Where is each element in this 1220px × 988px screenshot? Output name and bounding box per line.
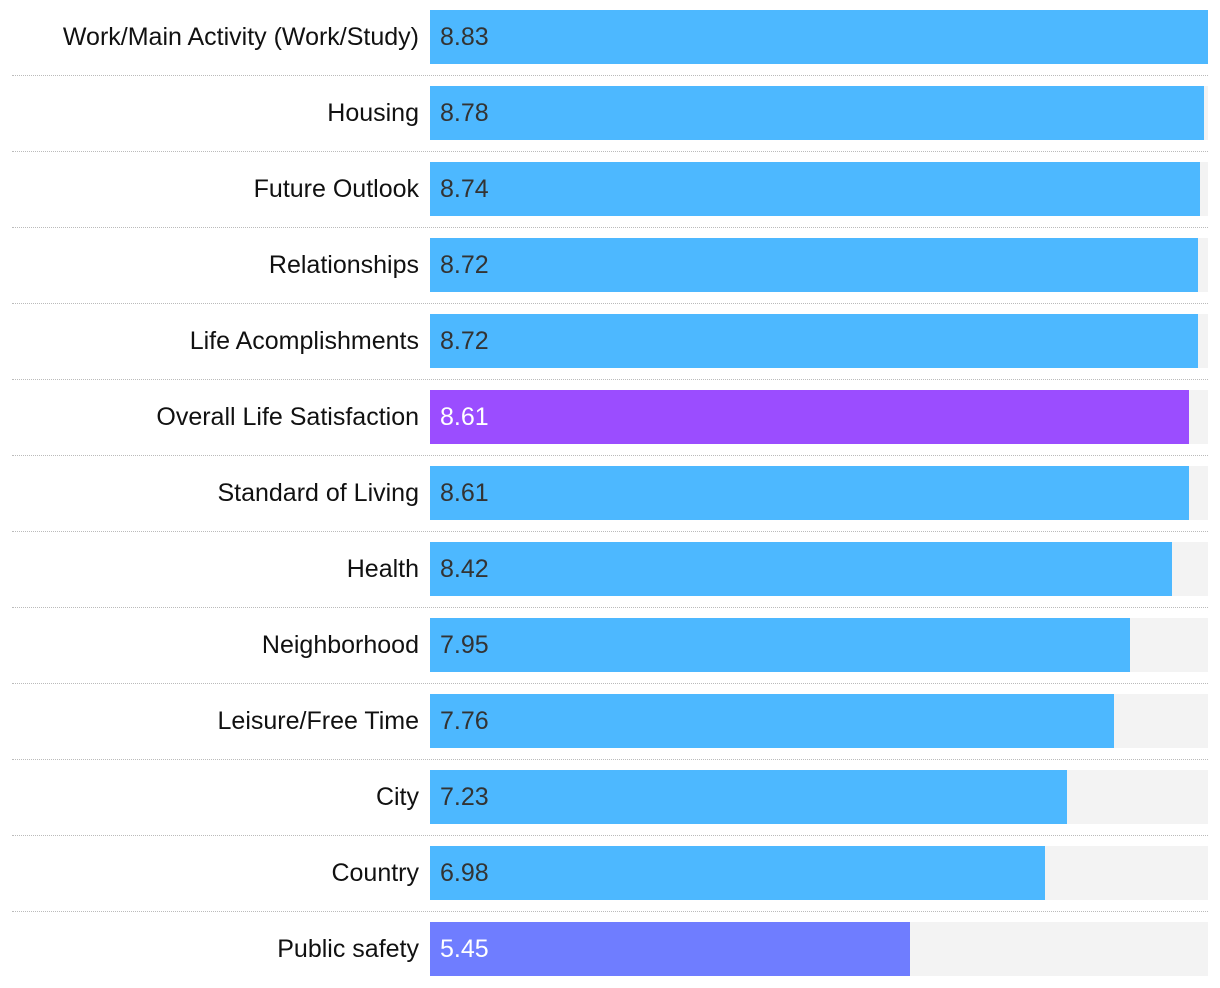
bar-track: 7.23: [430, 770, 1208, 824]
value-label: 7.76: [440, 707, 489, 735]
bar-row: Housing 8.78: [0, 76, 1220, 152]
bar-row: Work/Main Activity (Work/Study) 8.83: [0, 0, 1220, 76]
category-label: Housing: [327, 99, 419, 127]
bar: [430, 238, 1198, 292]
bar-track: 8.78: [430, 86, 1208, 140]
bar-row: Overall Life Satisfaction 8.61: [0, 380, 1220, 456]
bar: [430, 10, 1208, 64]
bar: [430, 922, 910, 976]
bar-track: 8.74: [430, 162, 1208, 216]
category-label: Standard of Living: [217, 479, 419, 507]
bar-row: Public safety 5.45: [0, 912, 1220, 988]
category-label: Overall Life Satisfaction: [156, 403, 419, 431]
row-divider: [12, 227, 1208, 228]
bar: [430, 162, 1200, 216]
row-divider: [12, 607, 1208, 608]
row-divider: [12, 303, 1208, 304]
bar-row: Country 6.98: [0, 836, 1220, 912]
category-label: Health: [346, 555, 419, 583]
bar-track: 8.83: [430, 10, 1208, 64]
value-label: 8.72: [440, 251, 489, 279]
bar: [430, 390, 1189, 444]
category-label: Public safety: [277, 935, 419, 963]
row-divider: [12, 759, 1208, 760]
category-label: Life Acomplishments: [189, 327, 419, 355]
value-label: 8.61: [440, 479, 489, 507]
row-divider: [12, 835, 1208, 836]
bar: [430, 694, 1114, 748]
bar: [430, 846, 1045, 900]
bar-row: Future Outlook 8.74: [0, 152, 1220, 228]
bar: [430, 542, 1172, 596]
bar-track: 8.42: [430, 542, 1208, 596]
bar-track: 8.72: [430, 238, 1208, 292]
bar-track: 8.61: [430, 390, 1208, 444]
category-label: City: [375, 783, 419, 811]
bar-row: Standard of Living 8.61: [0, 456, 1220, 532]
bar-track: 7.95: [430, 618, 1208, 672]
value-label: 8.83: [440, 23, 489, 51]
value-label: 7.95: [440, 631, 489, 659]
bar-row: Leisure/Free Time 7.76: [0, 684, 1220, 760]
bar-row: Life Acomplishments 8.72: [0, 304, 1220, 380]
category-label: Future Outlook: [253, 175, 419, 203]
category-label: Leisure/Free Time: [217, 707, 419, 735]
bar-track: 7.76: [430, 694, 1208, 748]
bar: [430, 314, 1198, 368]
value-label: 8.78: [440, 99, 489, 127]
category-label: Neighborhood: [261, 631, 419, 659]
value-label: 6.98: [440, 859, 489, 887]
row-divider: [12, 683, 1208, 684]
category-label: Relationships: [268, 251, 419, 279]
value-label: 8.72: [440, 327, 489, 355]
value-label: 8.42: [440, 555, 489, 583]
row-divider: [12, 531, 1208, 532]
bar-track: 5.45: [430, 922, 1208, 976]
value-label: 7.23: [440, 783, 489, 811]
value-label: 8.74: [440, 175, 489, 203]
row-divider: [12, 379, 1208, 380]
category-label: Work/Main Activity (Work/Study): [62, 23, 419, 51]
row-divider: [12, 151, 1208, 152]
bar-track: 8.61: [430, 466, 1208, 520]
value-label: 5.45: [440, 935, 489, 963]
bar-row: Neighborhood 7.95: [0, 608, 1220, 684]
bar: [430, 618, 1130, 672]
category-label: Country: [331, 859, 419, 887]
row-divider: [12, 75, 1208, 76]
bar: [430, 466, 1189, 520]
bar: [430, 770, 1067, 824]
bar-track: 6.98: [430, 846, 1208, 900]
bar: [430, 86, 1204, 140]
value-label: 8.61: [440, 403, 489, 431]
bar-row: City 7.23: [0, 760, 1220, 836]
bar-row: Health 8.42: [0, 532, 1220, 608]
row-divider: [12, 911, 1208, 912]
bar-track: 8.72: [430, 314, 1208, 368]
bar-row: Relationships 8.72: [0, 228, 1220, 304]
row-divider: [12, 455, 1208, 456]
